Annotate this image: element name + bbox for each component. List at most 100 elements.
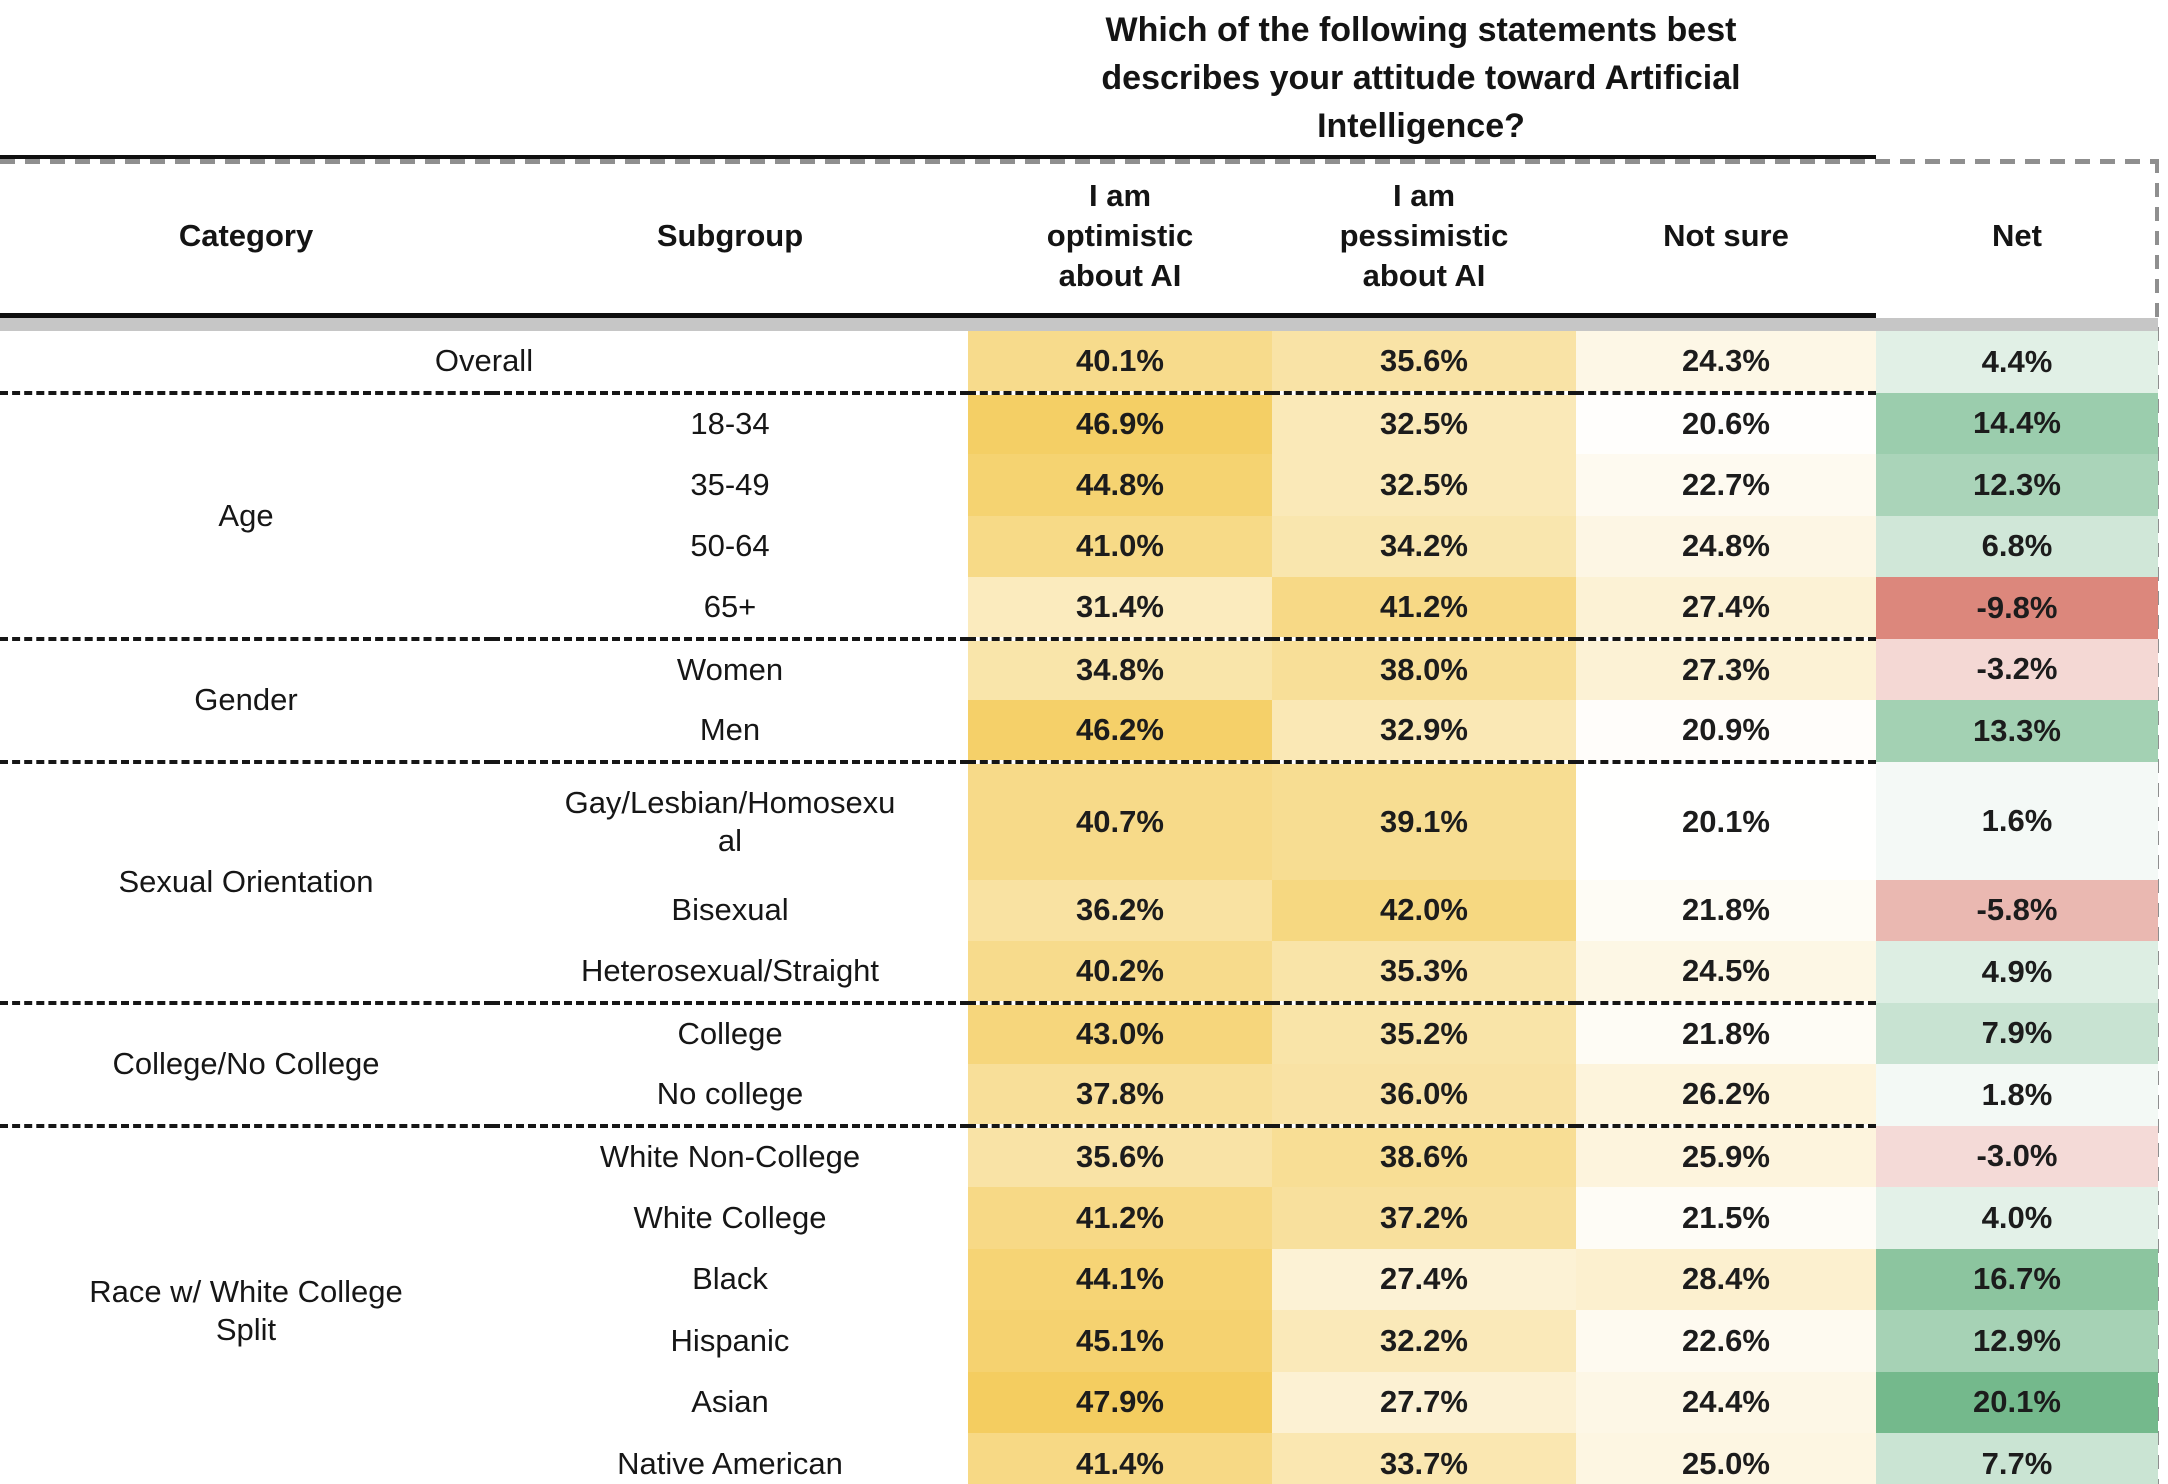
net-cell: 13.3% — [1876, 700, 2158, 762]
not-sure-cell: 27.3% — [1576, 636, 1876, 700]
net-cell: 12.3% — [1876, 454, 2158, 516]
subgroup-cell: Hispanic — [492, 1310, 968, 1372]
net-cell: 7.7% — [1876, 1433, 2158, 1484]
subgroup-cell: Women — [492, 636, 968, 700]
category-cell: Age — [0, 390, 492, 639]
table-body: Overall 40.1% 35.6% 24.3% 4.4% Age 18-34 46.9% 3… — [0, 331, 2158, 1484]
not-sure-cell: 22.6% — [1576, 1310, 1876, 1372]
table-row: 65+ 31.4% 41.2% 27.4% -9.8% — [0, 577, 2158, 639]
gray-divider — [0, 315, 2158, 331]
subgroup-cell: Overall — [0, 331, 968, 393]
pessimistic-cell: 36.0% — [1272, 1064, 1576, 1126]
table-row: No college 37.8% 36.0% 26.2% 1.8% — [0, 1064, 2158, 1126]
header-row: Category Subgroup I am optimistic about … — [0, 155, 2158, 318]
not-sure-cell: 24.4% — [1576, 1371, 1876, 1433]
net-cell: 16.7% — [1876, 1248, 2158, 1310]
optimistic-cell: 44.8% — [968, 454, 1272, 516]
subgroup-cell: College — [492, 1000, 968, 1064]
subgroup-cell: White Non-College — [492, 1123, 968, 1187]
optimistic-cell: 34.8% — [968, 636, 1272, 700]
subgroup-cell: 35-49 — [492, 454, 968, 516]
not-sure-cell: 21.5% — [1576, 1187, 1876, 1249]
category-cell: College/No College — [0, 1000, 492, 1126]
not-sure-cell: 20.1% — [1576, 759, 1876, 880]
table-row: 50-64 41.0% 34.2% 24.8% 6.8% — [0, 515, 2158, 577]
pessimistic-cell: 32.2% — [1272, 1310, 1576, 1372]
subgroup-cell: Men — [492, 700, 968, 762]
pessimistic-cell: 35.2% — [1272, 1000, 1576, 1064]
not-sure-cell: 21.8% — [1576, 879, 1876, 941]
optimistic-cell: 47.9% — [968, 1371, 1272, 1433]
pessimistic-cell: 27.7% — [1272, 1371, 1576, 1433]
pessimistic-cell: 34.2% — [1272, 515, 1576, 577]
table-row: Overall 40.1% 35.6% 24.3% 4.4% — [0, 331, 2158, 393]
pessimistic-cell: 27.4% — [1272, 1248, 1576, 1310]
net-cell: -5.8% — [1876, 879, 2158, 941]
pessimistic-cell: 39.1% — [1272, 759, 1576, 880]
net-cell: -3.0% — [1876, 1125, 2158, 1187]
subgroup-cell: Black — [492, 1248, 968, 1310]
net-cell: 4.4% — [1876, 331, 2158, 393]
subgroup-cell: Bisexual — [492, 879, 968, 941]
pessimistic-cell: 33.7% — [1272, 1433, 1576, 1484]
net-cell: 7.9% — [1876, 1002, 2158, 1064]
optimistic-cell: 36.2% — [968, 879, 1272, 941]
not-sure-cell: 27.4% — [1576, 577, 1876, 639]
pessimistic-cell: 32.5% — [1272, 454, 1576, 516]
table-row: College/No College College 43.0% 35.2% 21.8%… — [0, 1000, 2158, 1126]
category-cell: Sexual Orientation — [0, 759, 492, 1003]
category-cell: Gender — [0, 636, 492, 762]
subgroup-cell: 65+ — [492, 577, 968, 639]
table-row: 35-49 44.8% 32.5% 22.7% 12.3% — [0, 454, 2158, 516]
net-cell: 14.4% — [1876, 392, 2158, 454]
net-cell: 12.9% — [1876, 1310, 2158, 1372]
subgroup-cell: 18-34 — [492, 390, 968, 454]
optimistic-cell: 46.9% — [968, 390, 1272, 454]
optimistic-cell: 40.1% — [968, 331, 1272, 393]
optimistic-cell: 45.1% — [968, 1310, 1272, 1372]
table-row: Age 18-34 46.9% 32.5% 20.6% 14.4% — [0, 390, 2158, 639]
table-row: Men 46.2% 32.9% 20.9% 13.3% — [0, 700, 2158, 762]
not-sure-cell: 24.5% — [1576, 941, 1876, 1003]
not-sure-cell: 21.8% — [1576, 1000, 1876, 1064]
net-cell: 20.1% — [1876, 1371, 2158, 1433]
not-sure-cell: 22.7% — [1576, 454, 1876, 516]
pessimistic-cell: 32.9% — [1272, 700, 1576, 762]
optimistic-cell: 35.6% — [968, 1123, 1272, 1187]
header-divider-bar — [0, 315, 2158, 331]
table-row: Asian 47.9% 27.7% 24.4% 20.1% — [0, 1371, 2158, 1433]
pessimistic-cell: 35.6% — [1272, 331, 1576, 393]
table-row: Bisexual 36.2% 42.0% 21.8% -5.8% — [0, 879, 2158, 941]
table-row: Native American 41.4% 33.7% 25.0% 7.7% — [0, 1433, 2158, 1484]
subgroup-cell: Heterosexual/Straight — [492, 941, 968, 1003]
net-cell: 4.0% — [1876, 1187, 2158, 1249]
table-row: Race w/ White College Split White Non-Col… — [0, 1123, 2158, 1484]
pessimistic-cell: 32.5% — [1272, 390, 1576, 454]
optimistic-cell: 40.7% — [968, 759, 1272, 880]
col-header-subgroup: Subgroup — [492, 155, 968, 318]
not-sure-cell: 26.2% — [1576, 1064, 1876, 1126]
col-header-pessimistic: I am pessimistic about AI — [1272, 155, 1576, 318]
optimistic-cell: 43.0% — [968, 1000, 1272, 1064]
net-cell: 1.8% — [1876, 1064, 2158, 1126]
not-sure-cell: 25.0% — [1576, 1433, 1876, 1484]
table-row: Black 44.1% 27.4% 28.4% 16.7% — [0, 1248, 2158, 1310]
table-row: Gender Women 34.8% 38.0% 27.3% -3.2% — [0, 636, 2158, 762]
optimistic-cell: 40.2% — [968, 941, 1272, 1003]
net-cell: -9.8% — [1876, 577, 2158, 639]
pessimistic-cell: 42.0% — [1272, 879, 1576, 941]
table-row: Hispanic 45.1% 32.2% 22.6% 12.9% — [0, 1310, 2158, 1372]
net-cell: 6.8% — [1876, 515, 2158, 577]
not-sure-cell: 24.3% — [1576, 331, 1876, 393]
subgroup-cell: White College — [492, 1187, 968, 1249]
not-sure-cell: 20.9% — [1576, 700, 1876, 762]
optimistic-cell: 41.2% — [968, 1187, 1272, 1249]
not-sure-cell: 25.9% — [1576, 1123, 1876, 1187]
optimistic-cell: 37.8% — [968, 1064, 1272, 1126]
not-sure-cell: 24.8% — [1576, 515, 1876, 577]
pessimistic-cell: 41.2% — [1272, 577, 1576, 639]
net-cell: -3.2% — [1876, 638, 2158, 700]
pessimistic-cell: 37.2% — [1272, 1187, 1576, 1249]
pessimistic-cell: 35.3% — [1272, 941, 1576, 1003]
